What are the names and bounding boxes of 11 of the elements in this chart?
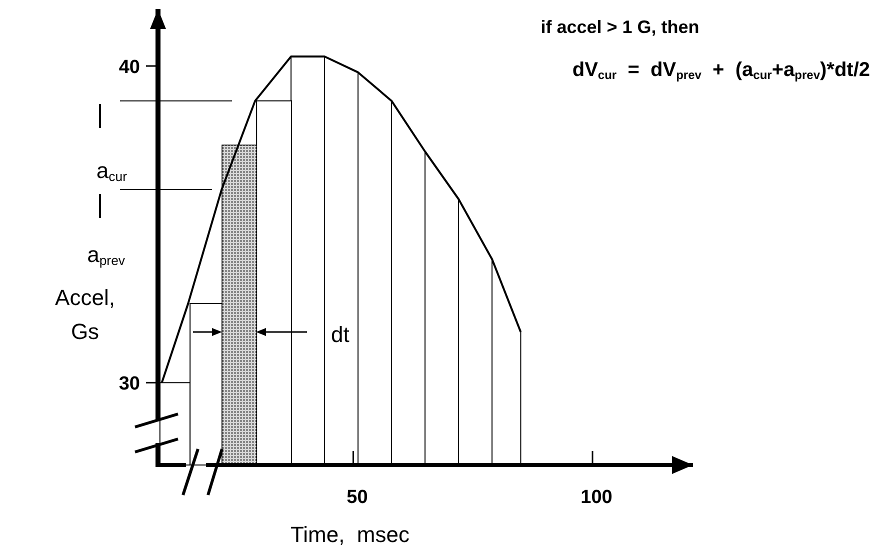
x-tick-label: 50 xyxy=(346,487,368,508)
y-tick-label: 30 xyxy=(118,374,140,395)
text: a$_{prev}$ xyxy=(87,242,126,268)
annotation: dt xyxy=(331,322,350,347)
text: dV$_{cur}$ = dV$_{prev}$ + (a$_{cur}$+a$_{prev}$)*dt/2 xyxy=(572,59,870,82)
x-tick-label: 100 xyxy=(580,487,612,508)
y-axis-title: Accel, Gs xyxy=(55,285,115,344)
y-tick-label: 40 xyxy=(118,57,140,78)
text: a$_{cur}$ xyxy=(96,158,128,184)
x-axis-title: Time, msec xyxy=(290,522,410,547)
chart-title: if accel > 1 G, then xyxy=(540,17,700,37)
